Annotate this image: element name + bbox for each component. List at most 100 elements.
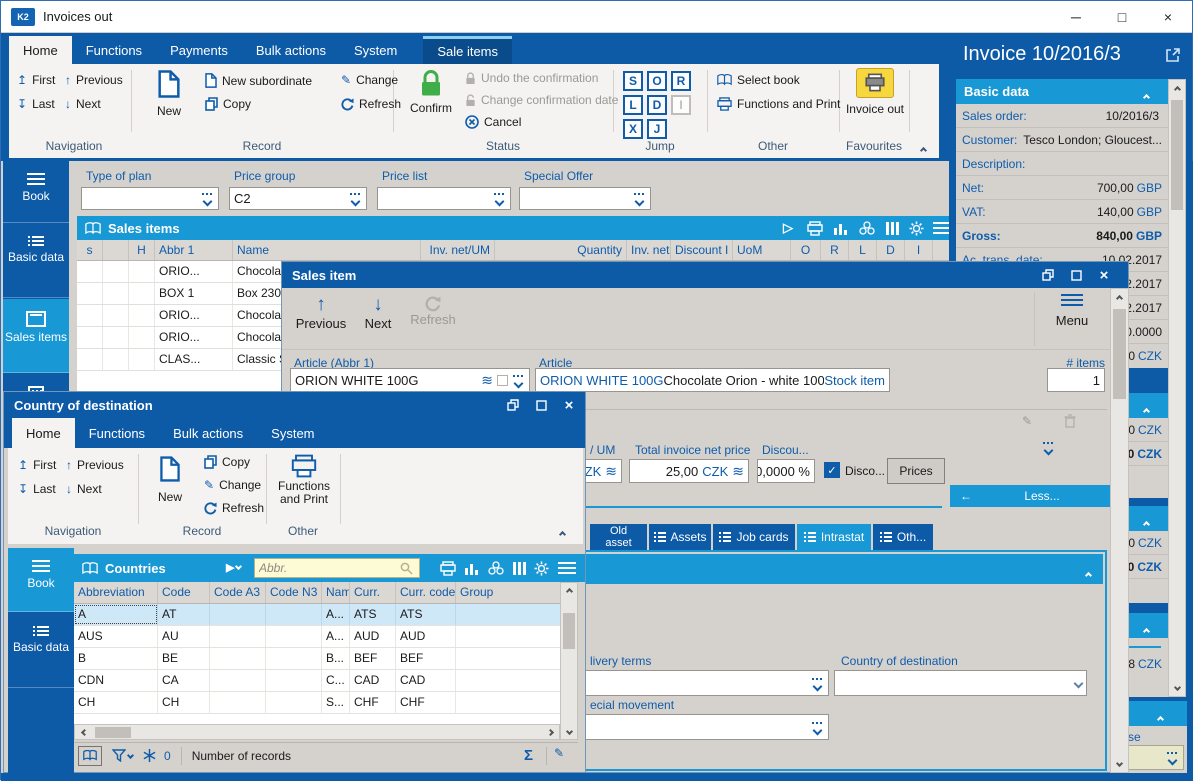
less-button[interactable]: ← Less... bbox=[950, 485, 1112, 507]
close-icon[interactable]: × bbox=[564, 396, 574, 414]
special-offer-combo[interactable] bbox=[519, 187, 651, 210]
maximize-button[interactable]: □ bbox=[1117, 8, 1127, 25]
jump-j-button[interactable]: J bbox=[647, 119, 667, 139]
select-book-button[interactable]: Select book bbox=[717, 73, 800, 87]
tab-bulk-actions[interactable]: Bulk actions bbox=[173, 425, 244, 441]
countries-vscrollbar[interactable] bbox=[560, 582, 578, 740]
tab-functions[interactable]: Functions bbox=[85, 42, 143, 58]
country-row[interactable]: CH CH S... CHF CHF bbox=[74, 692, 560, 714]
tab-other[interactable]: Oth... bbox=[873, 524, 933, 550]
combo-dropdown-icon[interactable] bbox=[811, 677, 824, 690]
tab-payments[interactable]: Payments bbox=[170, 42, 228, 58]
aggregate-icon[interactable] bbox=[859, 221, 875, 236]
combo-dropdown-icon[interactable] bbox=[1042, 441, 1055, 454]
special-movement-combo[interactable] bbox=[568, 714, 829, 740]
next-button[interactable]: ↓ Next bbox=[65, 97, 101, 111]
filter-icon[interactable] bbox=[112, 749, 135, 762]
previous-button[interactable]: ↑ Previous bbox=[66, 458, 124, 472]
refresh-button[interactable]: Refresh bbox=[204, 501, 264, 515]
country-row-selected[interactable]: A AT A... ATS ATS bbox=[74, 604, 560, 626]
last-button[interactable]: ↧ Last bbox=[17, 97, 55, 111]
scroll-down-icon[interactable] bbox=[561, 725, 577, 737]
sales-table-header[interactable]: s H Abbr 1 Name Inv. net/UM Quantity Inv. net D… bbox=[77, 240, 949, 261]
tab-bulk-actions[interactable]: Bulk actions bbox=[255, 42, 326, 58]
minimize-button[interactable]: ─ bbox=[1071, 8, 1081, 25]
scroll-right-icon[interactable] bbox=[543, 726, 557, 738]
combo-dropdown-icon[interactable] bbox=[493, 192, 506, 205]
settings-gear-icon[interactable] bbox=[909, 221, 924, 236]
combo-dropdown-icon[interactable] bbox=[1166, 751, 1179, 764]
items-count-field[interactable]: 1 bbox=[1047, 368, 1105, 392]
scroll-down-icon[interactable] bbox=[1111, 756, 1128, 770]
jump-d-button[interactable]: D bbox=[647, 95, 667, 115]
country-row[interactable]: AUS AU A... AUD AUD bbox=[74, 626, 560, 648]
change-button[interactable]: ✎ Change bbox=[341, 73, 399, 87]
functions-and-print-button[interactable]: Functions and Print bbox=[717, 97, 840, 111]
combo-dropdown-icon[interactable] bbox=[201, 192, 214, 205]
previous-button[interactable]: ↑ Previous bbox=[65, 73, 123, 87]
basic-data-section-header[interactable]: Basic data bbox=[956, 79, 1168, 104]
stack-icon[interactable]: ≋ bbox=[732, 462, 744, 479]
first-button[interactable]: ↥ First bbox=[17, 73, 56, 87]
sidebar-item-sales-items[interactable]: Sales items bbox=[3, 299, 69, 373]
next-button[interactable]: ↓ Next bbox=[66, 482, 102, 496]
columns-icon[interactable] bbox=[512, 561, 527, 576]
sidebar-item-book[interactable]: Book bbox=[8, 548, 74, 612]
close-icon[interactable]: × bbox=[1099, 266, 1109, 284]
menu-button[interactable]: Menu bbox=[1044, 294, 1100, 328]
restore-icon[interactable] bbox=[1034, 265, 1062, 285]
pop-out-icon[interactable] bbox=[1165, 47, 1181, 63]
combo-dropdown-icon[interactable] bbox=[811, 721, 824, 734]
new-button[interactable]: New bbox=[150, 456, 190, 504]
country-row[interactable]: B BE B... BEF BEF bbox=[74, 648, 560, 670]
book-view-toggle[interactable] bbox=[78, 745, 102, 766]
jump-o-button[interactable]: O bbox=[647, 71, 667, 91]
print-icon[interactable] bbox=[440, 561, 456, 576]
scroll-up-icon[interactable] bbox=[561, 585, 577, 597]
menu-icon[interactable] bbox=[933, 222, 951, 235]
chart-icon[interactable] bbox=[464, 561, 480, 576]
cancel-button[interactable]: Cancel bbox=[465, 115, 521, 129]
tab-system[interactable]: System bbox=[271, 425, 315, 441]
delivery-terms-combo[interactable] bbox=[568, 670, 829, 696]
tab-functions[interactable]: Functions bbox=[88, 425, 146, 441]
restore-icon[interactable] bbox=[499, 395, 527, 415]
play-icon[interactable]: ▶ bbox=[226, 561, 243, 574]
previous-button[interactable]: ↑ Previous bbox=[295, 294, 347, 331]
last-button[interactable]: ↧ Last bbox=[18, 482, 56, 496]
new-button[interactable]: New bbox=[147, 70, 191, 118]
confirm-button[interactable]: Confirm bbox=[405, 70, 457, 115]
stack-icon[interactable]: ≋ bbox=[481, 371, 493, 388]
jump-x-button[interactable]: X bbox=[623, 119, 643, 139]
maximize-icon[interactable] bbox=[527, 395, 555, 415]
scroll-down-icon[interactable] bbox=[1169, 680, 1185, 694]
columns-icon[interactable] bbox=[885, 221, 900, 236]
copy-button[interactable]: Copy bbox=[205, 97, 251, 111]
collapse-icon[interactable] bbox=[1156, 715, 1165, 724]
collapse-icon[interactable] bbox=[1142, 520, 1151, 529]
jump-s-button[interactable]: S bbox=[623, 71, 643, 91]
change-button[interactable]: ✎ Change bbox=[204, 478, 262, 492]
article-field[interactable]: ORION WHITE 100G Chocolate Orion - white… bbox=[535, 368, 890, 392]
panel-scrollbar[interactable] bbox=[1168, 79, 1186, 697]
total-net-price-field[interactable]: 25,00 CZK ≋ bbox=[629, 459, 749, 483]
edit-pencil-icon[interactable]: ✎ bbox=[554, 746, 565, 760]
favourite-invoice-out-button[interactable]: Invoice out bbox=[845, 68, 905, 116]
combo-dropdown-icon[interactable] bbox=[512, 374, 525, 387]
menu-icon[interactable] bbox=[558, 562, 576, 575]
run-icon[interactable]: ▷ bbox=[783, 220, 793, 235]
price-group-combo[interactable]: C2 bbox=[229, 187, 367, 210]
tab-sale-items[interactable]: Sale items bbox=[423, 36, 513, 64]
scroll-up-icon[interactable] bbox=[1169, 82, 1185, 96]
jump-l-button[interactable]: L bbox=[623, 95, 643, 115]
collapse-icon[interactable] bbox=[1142, 627, 1151, 636]
dialog-scrollbar[interactable] bbox=[1110, 288, 1129, 773]
price-list-combo[interactable] bbox=[377, 187, 511, 210]
collapse-icon[interactable] bbox=[1142, 93, 1151, 102]
collapse-icon[interactable] bbox=[1084, 571, 1093, 580]
discount-field[interactable]: 0,0000 % bbox=[757, 459, 815, 483]
discount-checkbox[interactable]: ✓ bbox=[824, 462, 840, 478]
sidebar-item-basic-data[interactable]: Basic data bbox=[8, 614, 74, 688]
article-abbr-field[interactable]: ORION WHITE 100G ≋ bbox=[290, 368, 530, 392]
tab-assets[interactable]: Assets bbox=[649, 524, 711, 550]
